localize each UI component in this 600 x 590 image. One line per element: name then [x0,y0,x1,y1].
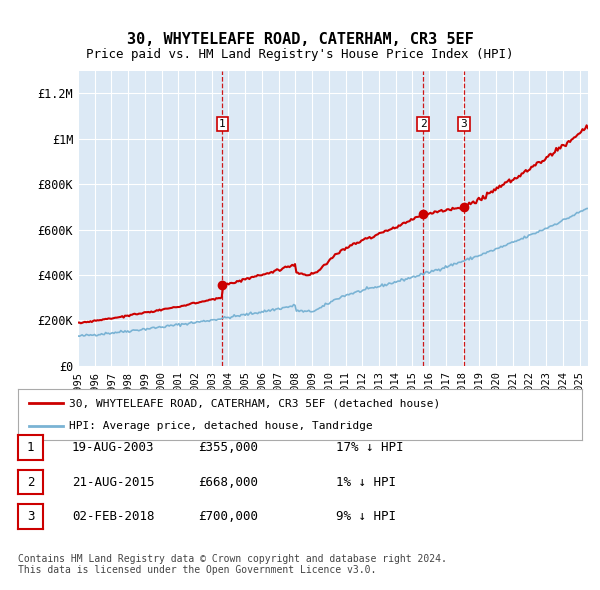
Text: Contains HM Land Registry data © Crown copyright and database right 2024.
This d: Contains HM Land Registry data © Crown c… [18,553,447,575]
Text: 21-AUG-2015: 21-AUG-2015 [72,476,155,489]
Text: 1: 1 [27,441,34,454]
Text: Price paid vs. HM Land Registry's House Price Index (HPI): Price paid vs. HM Land Registry's House … [86,48,514,61]
Text: 9% ↓ HPI: 9% ↓ HPI [336,510,396,523]
Text: 1: 1 [219,119,226,129]
Text: HPI: Average price, detached house, Tandridge: HPI: Average price, detached house, Tand… [69,421,373,431]
Text: 3: 3 [27,510,34,523]
Text: 1% ↓ HPI: 1% ↓ HPI [336,476,396,489]
Text: 30, WHYTELEAFE ROAD, CATERHAM, CR3 5EF (detached house): 30, WHYTELEAFE ROAD, CATERHAM, CR3 5EF (… [69,398,440,408]
Text: £668,000: £668,000 [198,476,258,489]
Text: 2: 2 [27,476,34,489]
Text: £700,000: £700,000 [198,510,258,523]
Text: 2: 2 [420,119,427,129]
Text: 02-FEB-2018: 02-FEB-2018 [72,510,155,523]
Text: 3: 3 [461,119,467,129]
Text: 17% ↓ HPI: 17% ↓ HPI [336,441,404,454]
Text: £355,000: £355,000 [198,441,258,454]
Text: 30, WHYTELEAFE ROAD, CATERHAM, CR3 5EF: 30, WHYTELEAFE ROAD, CATERHAM, CR3 5EF [127,32,473,47]
Text: 19-AUG-2003: 19-AUG-2003 [72,441,155,454]
